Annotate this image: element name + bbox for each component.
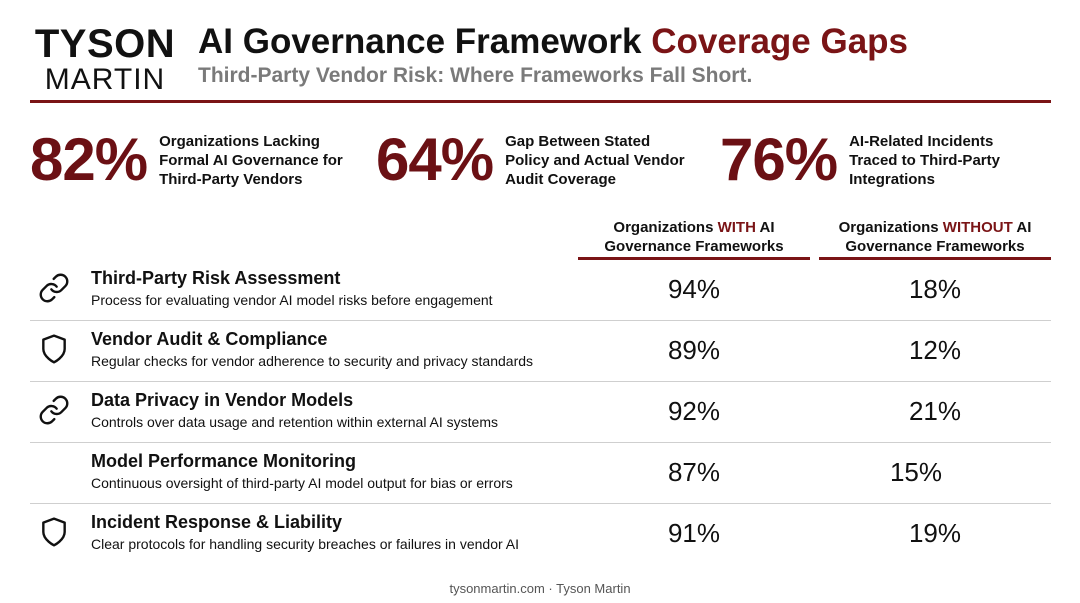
column-header-with: Organizations WITH AI Governance Framewo…: [578, 218, 810, 256]
stat-value: 82%: [30, 126, 148, 193]
row-description: Controls over data usage and retention w…: [91, 414, 498, 430]
colhead-pre: Organizations: [613, 219, 718, 236]
value-without-framework: 19%: [908, 518, 962, 548]
row-divider: [30, 320, 1051, 321]
table-row: Data Privacy in Vendor Models Controls o…: [30, 382, 1051, 443]
column-header-without-rule: [819, 257, 1051, 260]
row-title: Vendor Audit & Compliance: [91, 329, 328, 349]
title-main: AI Governance Framework: [198, 22, 652, 61]
link-icon: [39, 395, 69, 425]
value-without-framework: 18%: [908, 274, 962, 304]
table-row: Incident Response & Liability Clear prot…: [30, 504, 1051, 565]
row-title: Incident Response & Liability: [91, 512, 343, 532]
value-without-framework: 12%: [908, 335, 962, 365]
stat-label: Organizations Lacking Formal AI Governan…: [159, 132, 343, 188]
value-with-framework: 91%: [667, 518, 721, 548]
stat-block: 76% AI-Related Incidents Traced to Third…: [720, 130, 1000, 190]
table-row: Model Performance Monitoring Continuous …: [30, 443, 1051, 504]
stat-label: AI-Related Incidents Traced to Third-Par…: [849, 132, 1000, 188]
stat-label: Gap Between Stated Policy and Actual Ven…: [505, 132, 685, 188]
logo-bottom-text: MARTIN: [44, 63, 166, 96]
row-divider: [30, 503, 1051, 504]
row-divider: [30, 442, 1051, 443]
colhead-accent: WITHOUT: [942, 219, 1013, 236]
row-description: Continuous oversight of third-party AI m…: [91, 475, 513, 491]
value-without-framework: 21%: [908, 396, 962, 426]
column-header-with-rule: [578, 257, 810, 260]
title-accent: Coverage Gaps: [651, 22, 909, 61]
value-with-framework: 89%: [667, 335, 721, 365]
page-title: AI Governance Framework Coverage Gaps: [198, 22, 908, 62]
row-title: Third-Party Risk Assessment: [91, 268, 341, 288]
colhead-post: AI: [1012, 219, 1032, 236]
colhead-pre: Organizations: [838, 219, 943, 236]
colhead-line2: Governance Frameworks: [604, 238, 784, 255]
logo: TYSON MARTIN: [30, 24, 180, 95]
stat-value: 76%: [720, 126, 838, 193]
table-row: Third-Party Risk Assessment Process for …: [30, 260, 1051, 321]
row-divider: [30, 381, 1051, 382]
colhead-accent: WITH: [717, 219, 756, 236]
header-divider: [30, 100, 1051, 103]
row-title: Model Performance Monitoring: [91, 451, 357, 471]
row-description: Process for evaluating vendor AI model r…: [91, 292, 493, 308]
colhead-line2: Governance Frameworks: [845, 238, 1025, 255]
stat-value: 64%: [376, 126, 494, 193]
value-with-framework: 87%: [667, 457, 721, 487]
table-row: Vendor Audit & Compliance Regular checks…: [30, 321, 1051, 382]
logo-top-text: TYSON: [34, 22, 176, 66]
page-subtitle: Third-Party Vendor Risk: Where Framework…: [198, 64, 753, 87]
column-header-without: Organizations WITHOUT AI Governance Fram…: [819, 218, 1051, 256]
value-without-framework: 15%: [889, 457, 943, 487]
footer-credit: tysonmartin.com · Tyson Martin: [449, 581, 631, 596]
colhead-post: AI: [755, 219, 775, 236]
row-description: Regular checks for vendor adherence to s…: [91, 353, 534, 369]
row-description: Clear protocols for handling security br…: [91, 536, 519, 552]
value-with-framework: 92%: [667, 396, 721, 426]
shield-icon: [42, 334, 66, 364]
row-title: Data Privacy in Vendor Models: [91, 390, 354, 410]
stat-block: 64% Gap Between Stated Policy and Actual…: [376, 130, 685, 190]
value-with-framework: 94%: [667, 274, 721, 304]
stat-block: 82% Organizations Lacking Formal AI Gove…: [30, 130, 343, 190]
shield-icon: [42, 517, 66, 547]
link-icon: [39, 273, 69, 303]
